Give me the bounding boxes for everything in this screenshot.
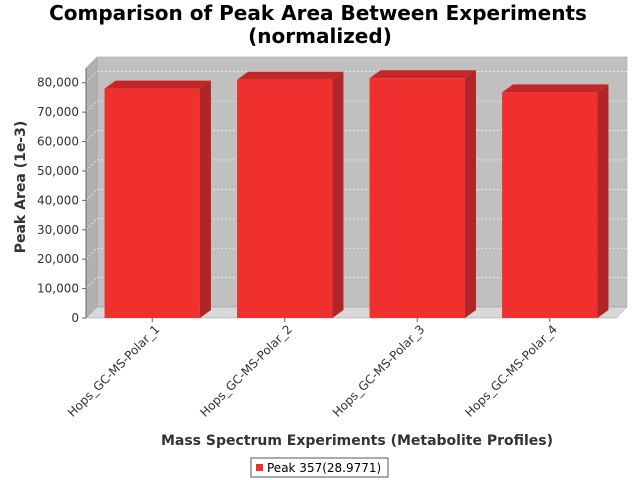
bar-top <box>104 80 211 89</box>
y-tick-label: 50,000 <box>37 164 79 178</box>
chart-title-line-2: (normalized) <box>248 24 392 48</box>
grid-line-side <box>85 159 98 172</box>
y-tick-label: 60,000 <box>37 135 79 149</box>
grid-line-side <box>85 130 98 142</box>
bar-side <box>464 70 476 318</box>
bar <box>502 92 598 318</box>
y-tick-label: 20,000 <box>37 252 79 266</box>
bar-top <box>237 71 344 80</box>
bar-top <box>369 70 476 79</box>
bar <box>104 88 200 319</box>
grid-line-side <box>85 247 98 260</box>
y-tick-label: 40,000 <box>37 193 79 207</box>
y-tick-label: 0 <box>71 311 79 325</box>
bar-side <box>597 84 609 318</box>
y-tick-label: 70,000 <box>37 105 79 119</box>
x-tick-label: Hops_GC-MS-Polar_1 <box>65 322 163 420</box>
x-tick-label: Hops_GC-MS-Polar_4 <box>462 322 560 420</box>
x-tick-label: Hops_GC-MS-Polar_3 <box>330 322 428 420</box>
grid-line-side <box>85 218 98 230</box>
x-axis-ticks: Hops_GC-MS-Polar_1 Hops_GC-MS-Polar_2 Hops… <box>65 318 560 420</box>
grid-line-side <box>85 71 98 83</box>
bars <box>104 70 609 319</box>
grid-line-side <box>85 189 98 201</box>
grid-line-side <box>85 277 98 289</box>
y-axis-label: Peak Area (1e-3) <box>13 121 29 254</box>
bar <box>237 79 333 318</box>
x-axis-label: Mass Spectrum Experiments (Metabolite Pr… <box>161 433 553 449</box>
legend-box <box>250 457 389 478</box>
x-tick-label: Hops_GC-MS-Polar_2 <box>197 322 295 420</box>
grid-line-side <box>85 100 98 113</box>
chart-title-line-1: Comparison of Peak Area Between Experime… <box>49 1 587 25</box>
legend-label: Peak 357(28.9771) <box>267 461 381 475</box>
y-axis-ticks: 0 10,000 20,000 30,000 40,000 50,000 60,000 70,… <box>37 68 87 325</box>
legend: Peak 357(28.9771) <box>250 457 389 478</box>
bar-side <box>332 71 344 318</box>
y-tick-label: 30,000 <box>37 223 79 237</box>
bar-top <box>502 84 609 93</box>
bar-side <box>199 80 211 319</box>
bar <box>369 78 465 318</box>
y-tick-label: 10,000 <box>37 282 79 296</box>
y-tick-label: 80,000 <box>37 76 79 90</box>
legend-swatch <box>256 464 263 471</box>
